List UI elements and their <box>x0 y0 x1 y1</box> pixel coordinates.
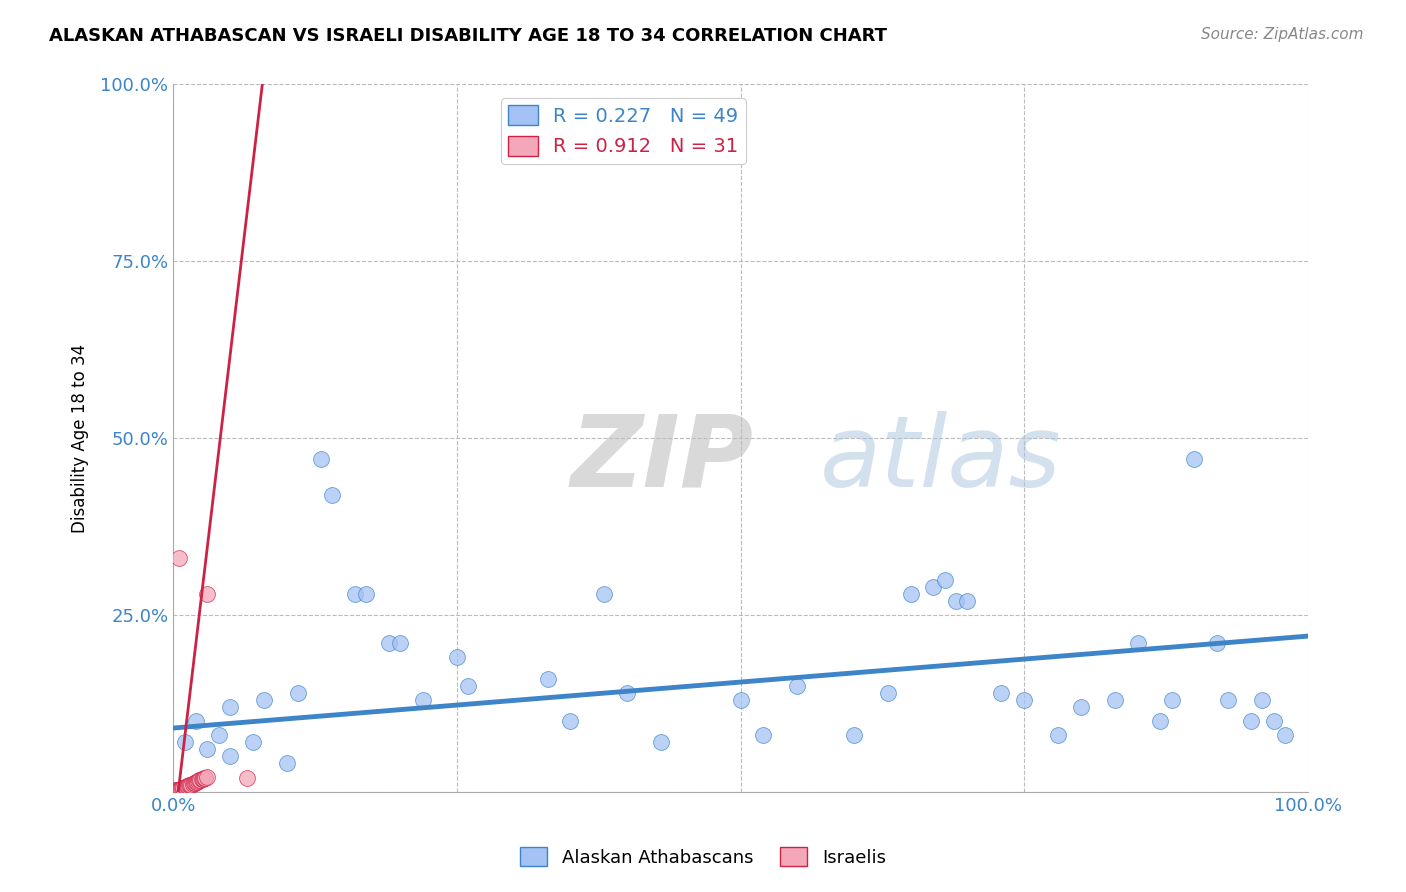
Point <box>207 728 229 742</box>
Point <box>389 636 412 650</box>
Point <box>172 781 194 796</box>
Point <box>195 742 218 756</box>
Point <box>730 692 752 706</box>
Point <box>616 686 638 700</box>
Point <box>169 781 191 796</box>
Point <box>253 692 276 706</box>
Point <box>187 774 209 789</box>
Text: ZIP: ZIP <box>571 411 754 508</box>
Point <box>276 756 298 771</box>
Point <box>752 728 775 742</box>
Text: Source: ZipAtlas.com: Source: ZipAtlas.com <box>1201 27 1364 42</box>
Point <box>193 771 215 785</box>
Point <box>195 770 218 784</box>
Point <box>650 735 672 749</box>
Point <box>172 781 194 796</box>
Point <box>786 679 808 693</box>
Point <box>1160 692 1182 706</box>
Point <box>188 773 211 788</box>
Point <box>176 779 198 793</box>
Point <box>190 772 212 786</box>
Point <box>1206 636 1229 650</box>
Point <box>1012 692 1035 706</box>
Point <box>184 714 207 728</box>
Point <box>1274 728 1296 742</box>
Point <box>166 783 188 797</box>
Point <box>190 772 212 787</box>
Point <box>560 714 582 728</box>
Legend: Alaskan Athabascans, Israelis: Alaskan Athabascans, Israelis <box>513 840 893 874</box>
Point <box>287 686 309 700</box>
Point <box>934 573 956 587</box>
Point <box>309 452 332 467</box>
Point <box>194 771 217 785</box>
Point <box>536 672 558 686</box>
Point <box>173 780 195 795</box>
Point <box>1104 692 1126 706</box>
Point <box>354 587 377 601</box>
Point <box>167 782 190 797</box>
Point <box>1047 728 1070 742</box>
Point <box>177 779 200 793</box>
Point <box>219 749 242 764</box>
Point <box>236 771 259 785</box>
Point <box>593 587 616 601</box>
Point <box>1251 692 1274 706</box>
Point <box>1182 452 1205 467</box>
Point <box>184 775 207 789</box>
Point <box>343 587 366 601</box>
Point <box>167 551 190 566</box>
Point <box>1218 692 1240 706</box>
Point <box>1263 714 1285 728</box>
Point <box>922 580 945 594</box>
Point <box>177 778 200 792</box>
Point <box>186 774 208 789</box>
Point <box>166 782 188 797</box>
Point <box>412 692 434 706</box>
Point <box>1070 699 1092 714</box>
Point <box>179 778 201 792</box>
Point <box>183 776 205 790</box>
Point <box>1240 714 1263 728</box>
Point <box>170 781 193 796</box>
Point <box>956 593 979 607</box>
Point <box>181 777 204 791</box>
Point <box>990 686 1012 700</box>
Point <box>877 686 900 700</box>
Point <box>378 636 401 650</box>
Point <box>842 728 865 742</box>
Point <box>180 778 202 792</box>
Point <box>446 650 468 665</box>
Text: atlas: atlas <box>820 411 1062 508</box>
Point <box>321 488 343 502</box>
Point <box>945 593 967 607</box>
Point <box>242 735 264 749</box>
Text: ALASKAN ATHABASCAN VS ISRAELI DISABILITY AGE 18 TO 34 CORRELATION CHART: ALASKAN ATHABASCAN VS ISRAELI DISABILITY… <box>49 27 887 45</box>
Point <box>900 587 922 601</box>
Point <box>1126 636 1149 650</box>
Point <box>1149 714 1171 728</box>
Point <box>219 699 242 714</box>
Y-axis label: Disability Age 18 to 34: Disability Age 18 to 34 <box>72 343 89 533</box>
Point <box>184 774 207 789</box>
Point <box>457 679 479 693</box>
Point <box>191 772 214 786</box>
Point <box>174 780 197 794</box>
Point <box>195 587 218 601</box>
Point <box>165 783 187 797</box>
Point <box>173 735 195 749</box>
Legend: R = 0.227   N = 49, R = 0.912   N = 31: R = 0.227 N = 49, R = 0.912 N = 31 <box>501 98 747 164</box>
